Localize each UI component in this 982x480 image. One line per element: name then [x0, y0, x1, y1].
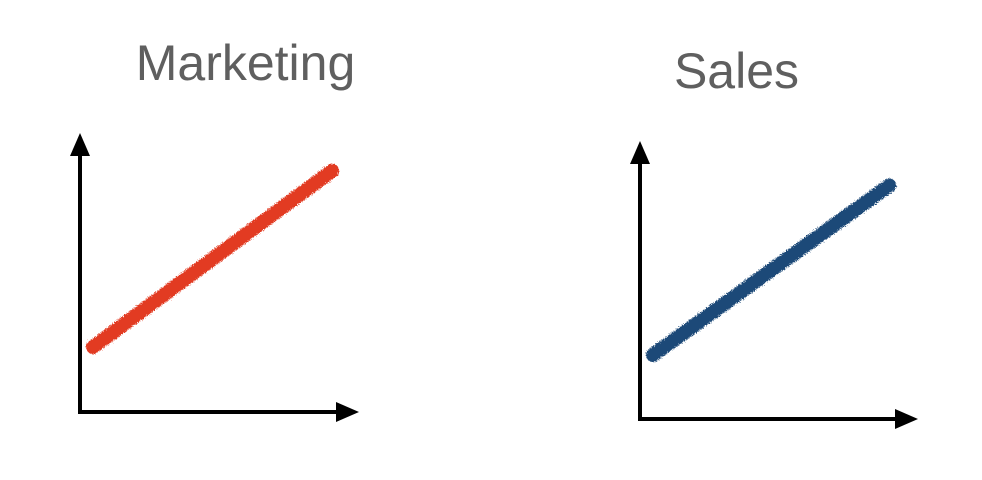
marketing-chart: Marketing — [70, 35, 359, 422]
sales-series-line — [645, 178, 897, 363]
x-axis-arrow-icon — [336, 402, 359, 422]
marketing-plot — [70, 133, 359, 422]
sales-chart: Sales — [491, 0, 982, 480]
sales-plot — [630, 141, 918, 429]
marketing-series-line — [86, 163, 340, 354]
x-axis-arrow-icon — [895, 409, 918, 429]
y-axis-arrow-icon — [70, 133, 90, 156]
chart-title: Marketing — [135, 35, 356, 91]
chart-title: Sales — [673, 43, 800, 99]
y-axis-arrow-icon — [630, 141, 650, 164]
